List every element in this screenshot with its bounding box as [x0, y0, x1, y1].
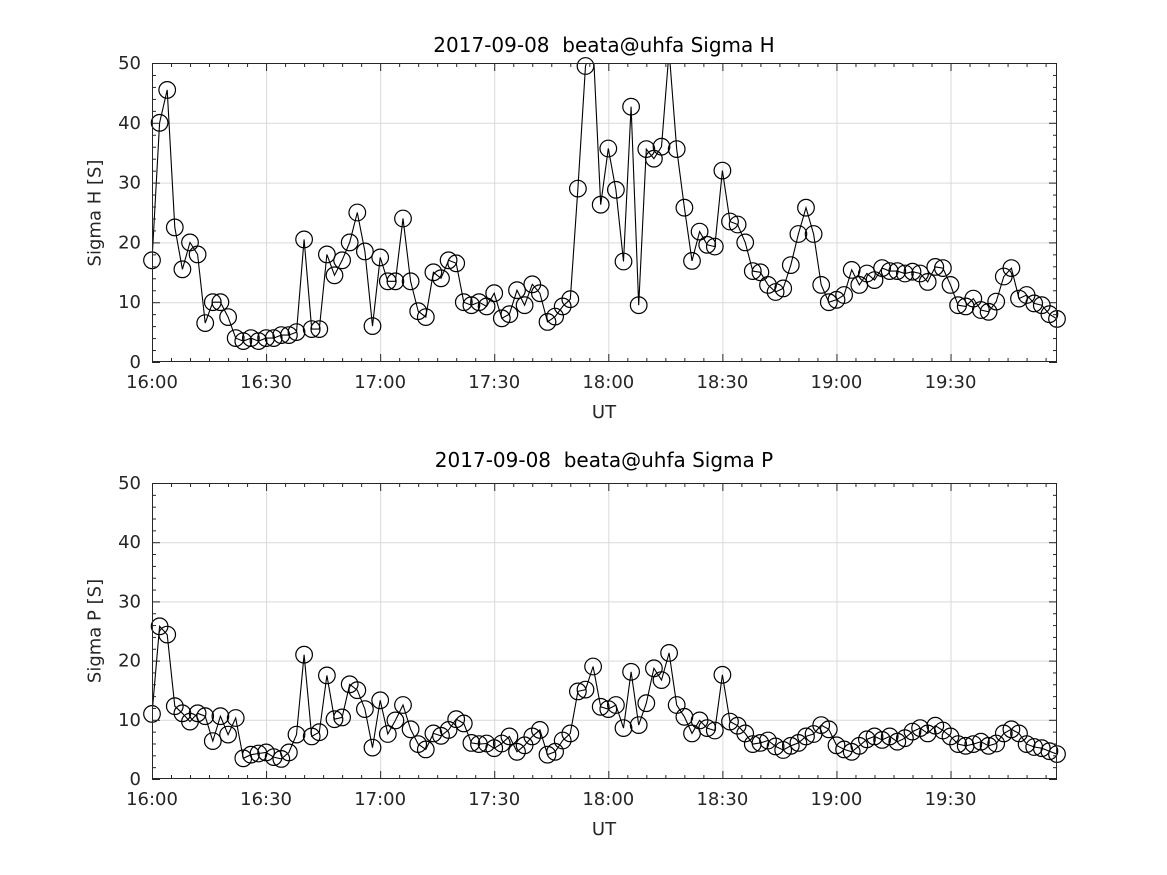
- y-tick-label: 40: [118, 532, 141, 553]
- data-markers: [143, 57, 1066, 351]
- y-tick-label: 10: [118, 710, 141, 731]
- x-tick-label: 18:30: [696, 372, 748, 393]
- y-tick-label: 20: [118, 651, 141, 672]
- x-tick-label: 19:00: [811, 372, 863, 393]
- y-tick-label: 30: [118, 591, 141, 612]
- x-tick-label: 18:30: [696, 789, 748, 810]
- y-tick-label: 40: [118, 113, 141, 134]
- tick-labels: 16:00 16:30 17:00 17:30 18:00 18:30 19:00 19:30…: [118, 473, 976, 810]
- tick-marks: [152, 483, 1057, 780]
- plot-p-title: 2017-09-08 beata@uhfa Sigma P: [434, 448, 774, 472]
- y-tick-label: 50: [118, 53, 141, 74]
- plot-p-ylabel: Sigma P [S]: [84, 578, 106, 684]
- x-tick-label: 16:30: [240, 789, 292, 810]
- x-tick-label: 17:30: [468, 789, 520, 810]
- plot-h-ylabel: Sigma H [S]: [84, 159, 106, 267]
- x-tick-label: 19:30: [925, 789, 977, 810]
- plot-p: 16:00 16:30 17:00 17:30 18:00 18:30 19:00 19:30…: [118, 473, 1066, 810]
- grid-lines: [152, 63, 1057, 362]
- tick-labels: 16:00 16:30 17:00 17:30 18:00 18:30 19:00 19:30…: [118, 53, 976, 393]
- x-tick-label: 17:30: [468, 372, 520, 393]
- tick-marks: [152, 63, 1057, 363]
- y-tick-label: 30: [118, 173, 141, 194]
- x-tick-label: 18:00: [582, 789, 634, 810]
- y-tick-label: 20: [118, 232, 141, 253]
- x-tick-label: 19:00: [811, 789, 863, 810]
- plot-h: 16:00 16:30 17:00 17:30 18:00 18:30 19:00 19:30…: [118, 53, 1066, 393]
- plot-h-xlabel: UT: [591, 402, 617, 423]
- x-tick-label: 19:30: [925, 372, 977, 393]
- data-markers: [143, 617, 1066, 768]
- data-line: [152, 63, 1057, 342]
- y-tick-label: 50: [118, 473, 141, 494]
- x-tick-label: 16:30: [240, 372, 292, 393]
- axes-box: [152, 63, 1057, 362]
- y-tick-label: 0: [130, 352, 141, 373]
- x-tick-label: 16:00: [126, 789, 178, 810]
- x-tick-label: 18:00: [582, 372, 634, 393]
- plot-h-title: 2017-09-08 beata@uhfa Sigma H: [433, 33, 775, 57]
- axes-box: [152, 483, 1057, 779]
- x-tick-label: 16:00: [126, 372, 178, 393]
- y-tick-label: 0: [130, 769, 141, 790]
- plot-p-xlabel: UT: [591, 819, 617, 840]
- x-tick-label: 17:00: [354, 789, 406, 810]
- y-tick-label: 10: [118, 292, 141, 313]
- x-tick-label: 17:00: [354, 372, 406, 393]
